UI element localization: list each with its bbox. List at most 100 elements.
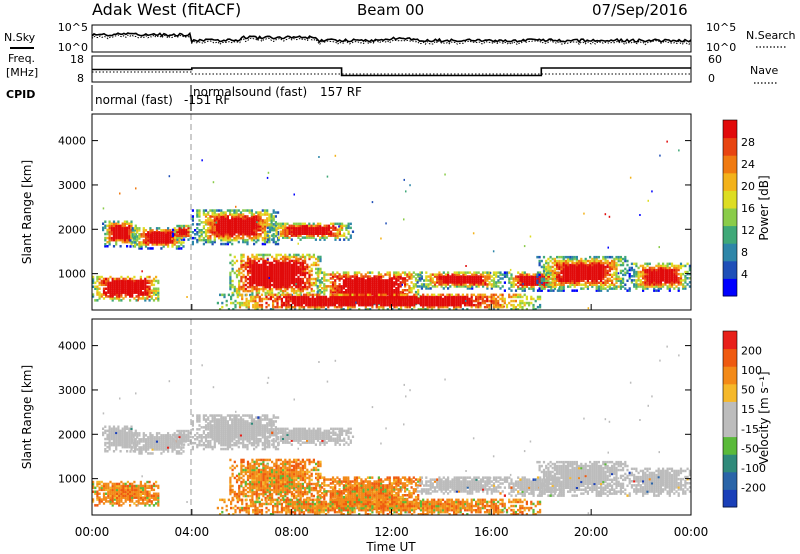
power-echo-cell (282, 279, 285, 283)
power-echo-cell (321, 236, 324, 239)
power-echo-cell (174, 230, 177, 234)
power-echo-cell (284, 273, 287, 277)
power-echo-cell (318, 299, 321, 303)
power-echo-cell (635, 270, 638, 274)
power-echo-cell (382, 287, 385, 290)
power-echo-cell (292, 226, 296, 230)
power-echo-cell (301, 281, 304, 285)
power-echo-cell (148, 291, 151, 294)
power-echo-cell (519, 287, 522, 290)
power-echo-cell (178, 234, 181, 237)
power-echo-cell (174, 236, 177, 239)
power-echo-cell (600, 259, 603, 263)
velocity-echo-cell (131, 484, 134, 488)
power-echo-cell (132, 230, 135, 234)
power-echo-cell (259, 211, 262, 214)
power-echo-cell (521, 273, 524, 276)
power-echo-cell (329, 281, 332, 284)
power-echo-cell (347, 283, 350, 286)
power-echo-cell (302, 297, 306, 301)
power-echo-cell (455, 297, 458, 301)
power-echo-cell (646, 275, 649, 278)
power-echo-cell (342, 281, 345, 284)
power-echo-cell (286, 236, 289, 239)
power-echo-cell (615, 281, 618, 284)
power-echo-cell (457, 297, 460, 301)
power-echo-cell (131, 241, 134, 244)
power-echo-cell (233, 236, 236, 240)
power-echo-cell (519, 281, 522, 284)
power-echo-cell (545, 261, 548, 265)
power-echo-cell (245, 299, 248, 303)
power-echo-cell (153, 241, 156, 244)
power-echo-cell (433, 299, 436, 303)
power-echo-cell (277, 267, 280, 271)
power-echo-cell (628, 272, 631, 276)
power-echo-cell (301, 265, 304, 269)
power-echo-cell (668, 287, 671, 290)
power-echo-cell (242, 259, 245, 263)
power-echo-cell (226, 225, 229, 228)
power-echo-cell (351, 295, 354, 299)
power-echo-cell (679, 266, 683, 270)
power-echo-cell (571, 279, 574, 282)
power-echo-cell (257, 217, 260, 220)
power-echo-cell (503, 305, 505, 308)
power-echo-cell (589, 263, 592, 267)
power-echo-cell (244, 227, 247, 230)
power-echo-cell (146, 297, 149, 300)
velocity-echo-cell (107, 486, 110, 490)
power-echo-cell (340, 297, 343, 301)
velocity-echo-cell (109, 480, 112, 484)
power-echo-cell (360, 277, 363, 280)
power-echo-cell (231, 291, 234, 295)
power-echo-cell (250, 225, 253, 228)
power-echo-cell (347, 301, 350, 305)
power-echo-cell (642, 272, 645, 276)
power-echo-cell (495, 271, 498, 274)
power-echo-cell (342, 271, 345, 274)
power-echo-cell (429, 287, 432, 290)
power-echo-cell (604, 283, 607, 286)
power-echo-cell (244, 261, 247, 265)
power-echo-cell (270, 215, 273, 218)
power-echo-cell (266, 240, 269, 244)
power-echo-cell (668, 279, 671, 282)
power-echo-cell (277, 263, 280, 267)
power-echo-cell (401, 277, 404, 280)
power-echo-cell (334, 154, 337, 157)
power-echo-cell (662, 270, 665, 274)
power-echo-cell (136, 235, 139, 238)
power-echo-cell (285, 305, 288, 309)
power-echo-cell (349, 226, 352, 230)
power-echo-cell (390, 283, 394, 286)
power-echo-cell (410, 289, 413, 292)
power-echo-cell (202, 236, 205, 240)
power-echo-cell (382, 295, 385, 299)
power-echo-cell (673, 277, 676, 280)
power-echo-cell (482, 275, 485, 278)
colorbar-swatch (723, 208, 737, 227)
power-echo-cell (333, 293, 336, 297)
power-echo-cell (464, 300, 467, 302)
power-echo-cell (540, 279, 543, 282)
power-echo-cell (662, 283, 665, 286)
power-echo-cell (630, 268, 633, 272)
power-echo-cell (411, 295, 414, 299)
velocity-echo-cell (133, 496, 136, 499)
power-echo-cell (301, 228, 304, 231)
power-echo-cell (315, 283, 318, 287)
power-echo-cell (388, 287, 391, 290)
power-echo-cell (366, 297, 370, 301)
power-echo-cell (406, 289, 409, 292)
power-echo-cell (284, 259, 287, 263)
power-echo-cell (251, 275, 254, 279)
power-echo-cell (521, 277, 524, 280)
velocity-echo-cell (100, 498, 103, 501)
power-echo-cell (486, 275, 489, 278)
power-echo-cell (677, 289, 680, 292)
power-echo-cell (316, 303, 319, 307)
power-echo-cell (377, 285, 380, 288)
power-echo-cell (419, 303, 423, 307)
power-echo-cell (373, 277, 376, 280)
